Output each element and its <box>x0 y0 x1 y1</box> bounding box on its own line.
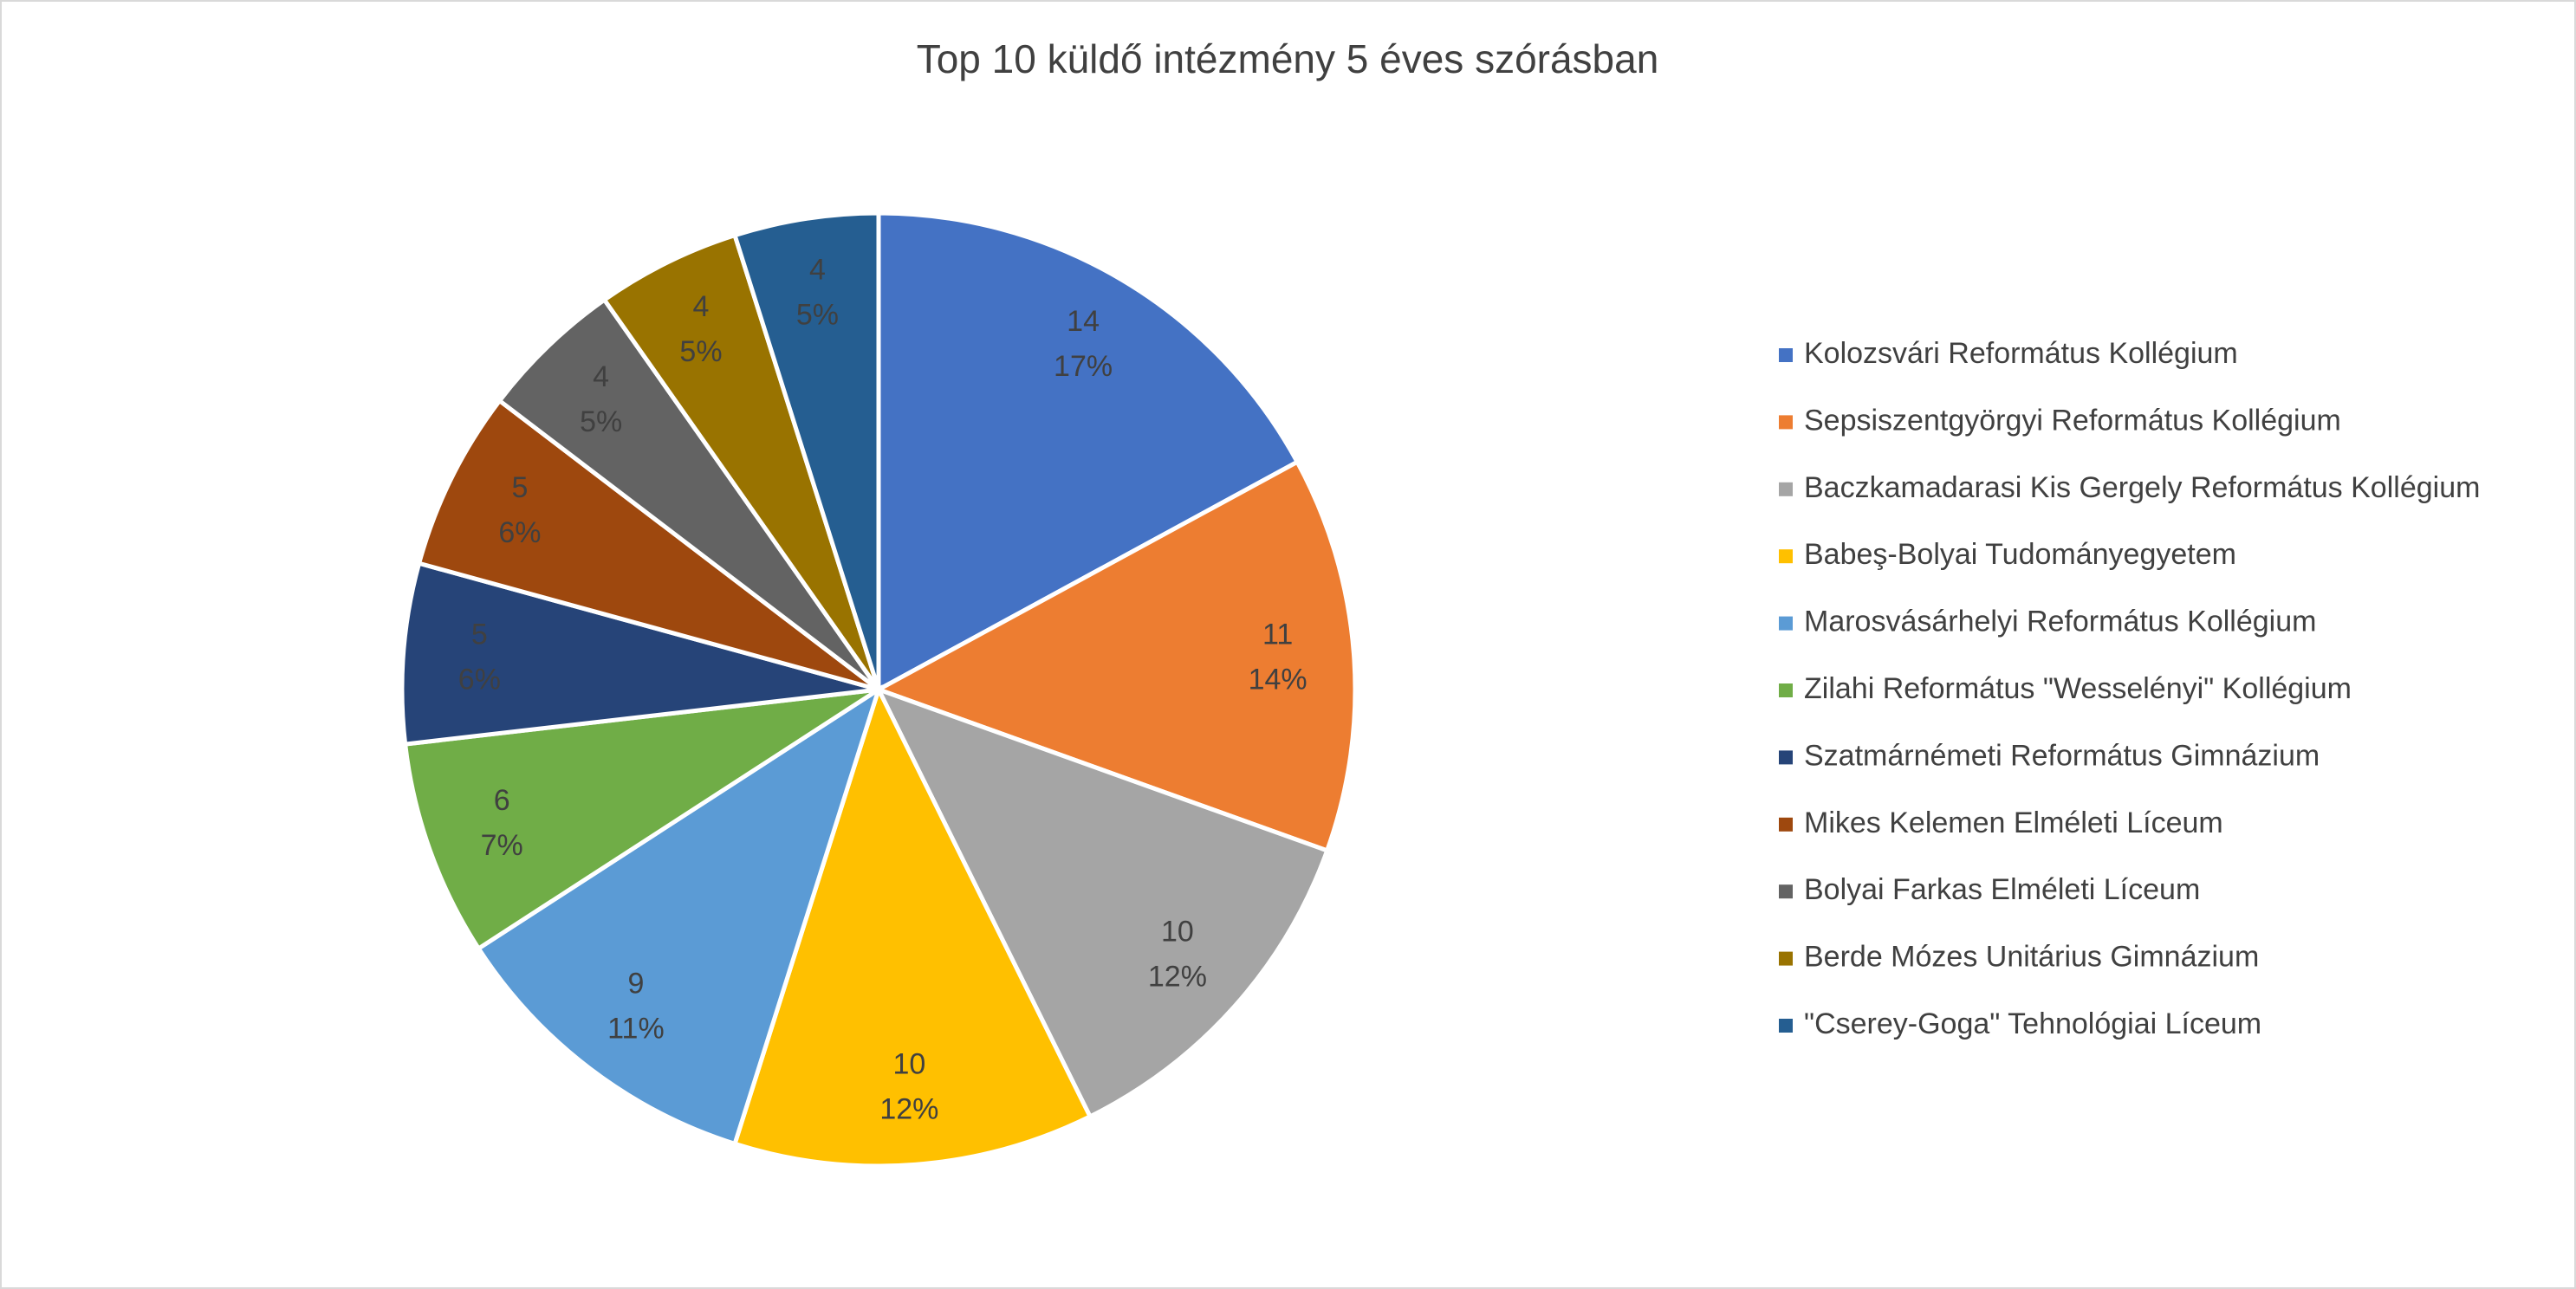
data-label: 4 <box>593 360 609 393</box>
pie-slice <box>731 211 881 690</box>
legend-swatch <box>1779 884 1793 899</box>
pie-slice <box>416 398 880 692</box>
legend-swatch <box>1779 482 1793 496</box>
legend-label: Bolyai Farkas Elméleti Líceum <box>1804 873 2200 906</box>
percent-label: 6% <box>498 516 541 549</box>
legend-label: Zilahi Református "Wesselényi" Kollégium <box>1804 672 2352 705</box>
legend-label: Kolozsvári Református Kollégium <box>1804 337 2238 370</box>
percent-label: 7% <box>481 829 523 862</box>
percent-label: 11% <box>607 1012 665 1045</box>
pie-slice <box>874 685 1330 1120</box>
pie-slice <box>876 211 1301 694</box>
pie-slice <box>402 687 880 952</box>
legend-swatch <box>1779 951 1793 966</box>
data-label: 10 <box>892 1048 925 1081</box>
legend-swatch <box>1779 348 1793 362</box>
legend-label: Sepsiszentgyörgyi Református Kollégium <box>1804 404 2341 437</box>
chart-title: Top 10 küldő intézmény 5 éves szórásban <box>917 36 1659 81</box>
percent-label: 12% <box>1148 960 1207 993</box>
data-label: 5 <box>471 619 488 651</box>
pie-slice <box>873 458 1358 854</box>
data-label: 9 <box>627 967 644 1000</box>
percent-label: 5% <box>796 298 839 331</box>
legend-label: Szatmárnémeti Református Gimnázium <box>1804 739 2320 772</box>
legend-swatch <box>1779 817 1793 832</box>
legend-swatch <box>1779 683 1793 697</box>
legend-label: Marosvásárhelyi Református Kollégium <box>1804 606 2316 638</box>
legend-label: "Cserey-Goga" Tehnológiai Líceum <box>1804 1007 2261 1040</box>
data-label: 4 <box>693 290 710 323</box>
percent-label: 5% <box>679 335 722 368</box>
pie-slice <box>399 560 879 747</box>
percent-label: 17% <box>1054 350 1113 383</box>
percent-label: 14% <box>1249 664 1307 696</box>
pie-slice <box>601 232 881 691</box>
percent-label: 5% <box>580 405 622 438</box>
legend-label: Babeş-Bolyai Tudományegyetem <box>1804 538 2236 571</box>
legend-label: Berde Mózes Unitárius Gimnázium <box>1804 941 2259 974</box>
data-label: 10 <box>1161 915 1194 948</box>
pie-slice <box>475 684 883 1147</box>
percent-label: 6% <box>458 664 501 696</box>
pie-slice <box>731 683 1093 1169</box>
pie-slice <box>496 296 881 691</box>
data-label: 5 <box>512 471 529 504</box>
data-label: 14 <box>1067 305 1100 338</box>
legend-label: Baczkamadarasi Kis Gergely Református Ko… <box>1804 471 2480 504</box>
data-label: 11 <box>1262 619 1293 651</box>
data-label: 4 <box>809 253 826 286</box>
legend-label: Mikes Kelemen Elméleti Líceum <box>1804 806 2223 839</box>
legend-swatch <box>1779 415 1793 430</box>
legend-swatch <box>1779 549 1793 564</box>
legend-swatch <box>1779 616 1793 631</box>
percent-label: 12% <box>879 1093 938 1126</box>
data-label: 6 <box>494 784 510 817</box>
legend-swatch <box>1779 750 1793 765</box>
legend-swatch <box>1779 1019 1793 1033</box>
